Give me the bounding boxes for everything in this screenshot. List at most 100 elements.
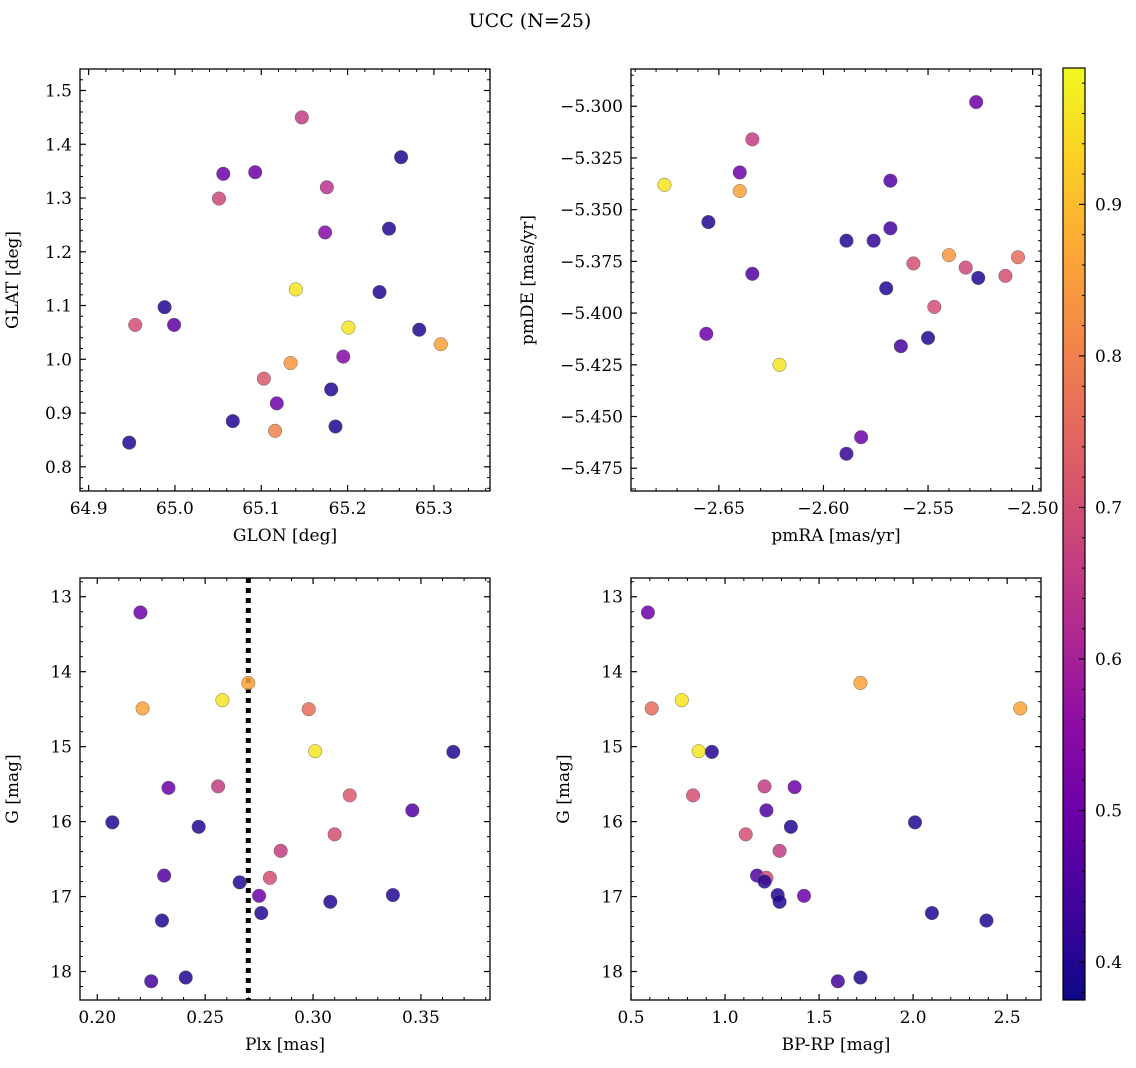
x-axis-label: Plx [mas] (245, 1035, 325, 1055)
colorbar-tick-label: 0.4 (1095, 953, 1122, 973)
colorbar-tick-label: 0.6 (1095, 650, 1122, 670)
scatter-point (394, 150, 409, 165)
axes-frame (630, 577, 1042, 1001)
scatter-point (157, 868, 172, 883)
panel-2: −2.65 −2.60 −2.55 −2.50 −5.475 −5.450 −5.425 −5… (518, 68, 1059, 546)
x-axis-label: pmRA [mas/yr] (771, 526, 900, 546)
scatter-point (273, 843, 288, 858)
scatter-point (759, 803, 774, 818)
scatter-point (318, 225, 333, 240)
colorbar-tick-label: 0.7 (1095, 498, 1122, 518)
scatter-point (323, 894, 338, 909)
scatter-point (732, 165, 747, 180)
x-tick-label: 65.0 (156, 499, 194, 519)
scatter-point (328, 419, 343, 434)
scatter-point (385, 888, 400, 903)
scatter-point (262, 870, 277, 885)
scatter-point (256, 371, 271, 386)
y-tick-label: 18 (50, 963, 72, 983)
scatter-point (178, 970, 193, 985)
scatter-point (783, 819, 798, 834)
scatter-point (412, 322, 427, 337)
scatter-point (225, 414, 240, 429)
x-tick-label: 2.5 (994, 1008, 1021, 1028)
y-tick-label: 18 (601, 963, 623, 983)
scatter-point (241, 675, 256, 690)
scatter-point (405, 803, 420, 818)
y-tick-label: 1.4 (45, 135, 72, 155)
panel-1: 64.9 65.0 65.1 65.2 65.3 0.8 0.9 1.0 1.1 1.2 1.3 1.… (3, 68, 491, 546)
y-tick-label: −5.375 (560, 252, 623, 272)
x-tick-label: −2.60 (797, 499, 849, 519)
y-axis-label: GLAT [deg] (3, 231, 23, 329)
colorbar-tick-label: 0.9 (1095, 195, 1122, 215)
scatter-point (757, 874, 772, 889)
y-tick-label: 1.0 (45, 350, 72, 370)
scatter-point (644, 701, 659, 716)
scatter-point (745, 266, 760, 281)
scatter-point (906, 256, 921, 271)
scatter-point (283, 356, 298, 371)
scatter-point (772, 894, 787, 909)
scatter-point (341, 320, 356, 335)
y-axis-label: G [mag] (554, 754, 574, 823)
scatter-point (691, 744, 706, 759)
scatter-point (745, 132, 760, 147)
panel-4: 0.5 1.0 1.5 2.0 2.5 13 14 15 16 17 18 BP-RP [mag] G … (554, 577, 1042, 1055)
scatter-point (1010, 250, 1025, 265)
x-tick-label: 65.1 (242, 499, 280, 519)
scatter-point (853, 970, 868, 985)
y-tick-label: 14 (601, 663, 623, 683)
scatter-point (232, 875, 247, 890)
scatter-point (248, 165, 263, 180)
scatter-point (686, 788, 701, 803)
data-layer (657, 95, 1025, 461)
scatter-point (971, 270, 986, 285)
scatter-point (830, 974, 845, 989)
y-tick-label: 13 (50, 588, 72, 608)
scatter-point (979, 913, 994, 928)
x-tick-label: 0.35 (402, 1008, 440, 1028)
scatter-point (342, 788, 357, 803)
y-tick-label: 15 (601, 738, 623, 758)
y-tick-label: 0.8 (45, 458, 72, 478)
x-tick-label: 0.25 (186, 1008, 224, 1028)
scatter-point (969, 95, 984, 110)
y-tick-label: 17 (601, 888, 623, 908)
y-axis-label: pmDE [mas/yr] (518, 215, 538, 345)
y-tick-label: −5.475 (560, 459, 623, 479)
scatter-point (372, 285, 387, 300)
scatter-point (866, 233, 881, 248)
scatter-point (883, 221, 898, 236)
scatter-point (154, 913, 169, 928)
y-tick-label: 16 (601, 813, 623, 833)
y-tick-label: −5.350 (560, 201, 623, 221)
axes-frame (79, 68, 491, 492)
scatter-point (998, 268, 1013, 283)
scatter-point (958, 260, 973, 275)
x-axis-label: BP-RP [mag] (782, 1035, 891, 1055)
scatter-point (269, 396, 284, 411)
panels: 64.9 65.0 65.1 65.2 65.3 0.8 0.9 1.0 1.1 1.2 1.3 1.… (3, 68, 1059, 1055)
x-tick-label: −2.65 (693, 499, 745, 519)
scatter-point (254, 906, 269, 921)
colorbar-tick-label: 0.8 (1095, 347, 1122, 367)
scatter-point (657, 177, 672, 192)
scatter-point (308, 744, 323, 759)
scatter-point (640, 605, 655, 620)
y-tick-label: 1.5 (45, 82, 72, 102)
scatter-point (699, 326, 714, 341)
scatter-point (732, 184, 747, 199)
scatter-point (893, 339, 908, 354)
scatter-point (336, 349, 351, 364)
y-tick-label: −5.425 (560, 356, 623, 376)
scatter-point (839, 233, 854, 248)
scatter-point (161, 780, 176, 795)
scatter-point (324, 382, 339, 397)
x-tick-label: 0.5 (617, 1008, 644, 1028)
scatter-point (215, 693, 230, 708)
data-layer (122, 110, 448, 450)
figure-title: UCC (N=25) (469, 10, 592, 32)
y-tick-label: 1.1 (45, 297, 72, 317)
